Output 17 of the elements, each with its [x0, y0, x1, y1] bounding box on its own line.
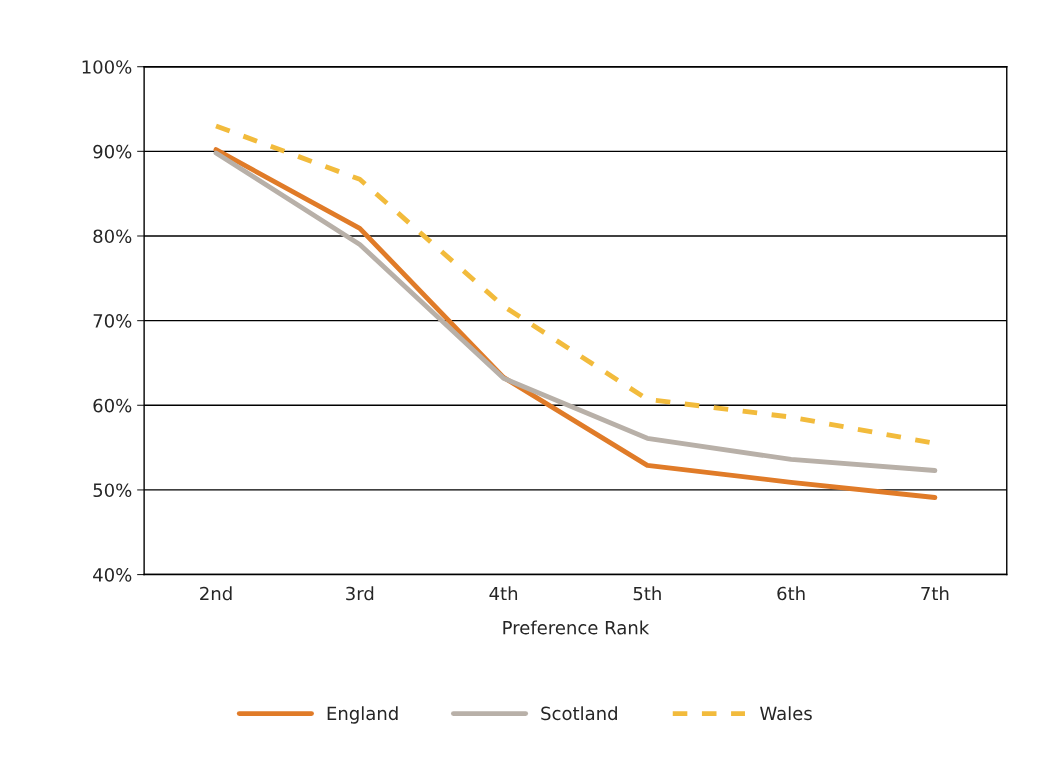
- y-tick-label: 90%: [93, 144, 132, 159]
- legend-label: England: [327, 706, 398, 724]
- x-tick-label: 2nd: [200, 586, 232, 601]
- y-tick-label: 60%: [93, 398, 132, 413]
- x-tick-label: 3rd: [346, 586, 374, 601]
- x-tick-label: 5th: [633, 586, 661, 601]
- y-tick-label: 100%: [82, 60, 132, 74]
- y-tick-label: 80%: [93, 229, 132, 244]
- x-tick-label: 6th: [777, 586, 805, 601]
- y-tick-label: 50%: [93, 483, 132, 498]
- x-tick-label: 7th: [921, 586, 949, 601]
- legend-label: Wales: [760, 706, 812, 721]
- y-tick-label: 70%: [93, 314, 132, 328]
- x-axis-title: Preference Rank: [503, 620, 650, 635]
- legend-label: Scotland: [541, 706, 617, 721]
- x-tick-label: 4th: [489, 586, 518, 601]
- y-tick-label: 40%: [93, 568, 132, 582]
